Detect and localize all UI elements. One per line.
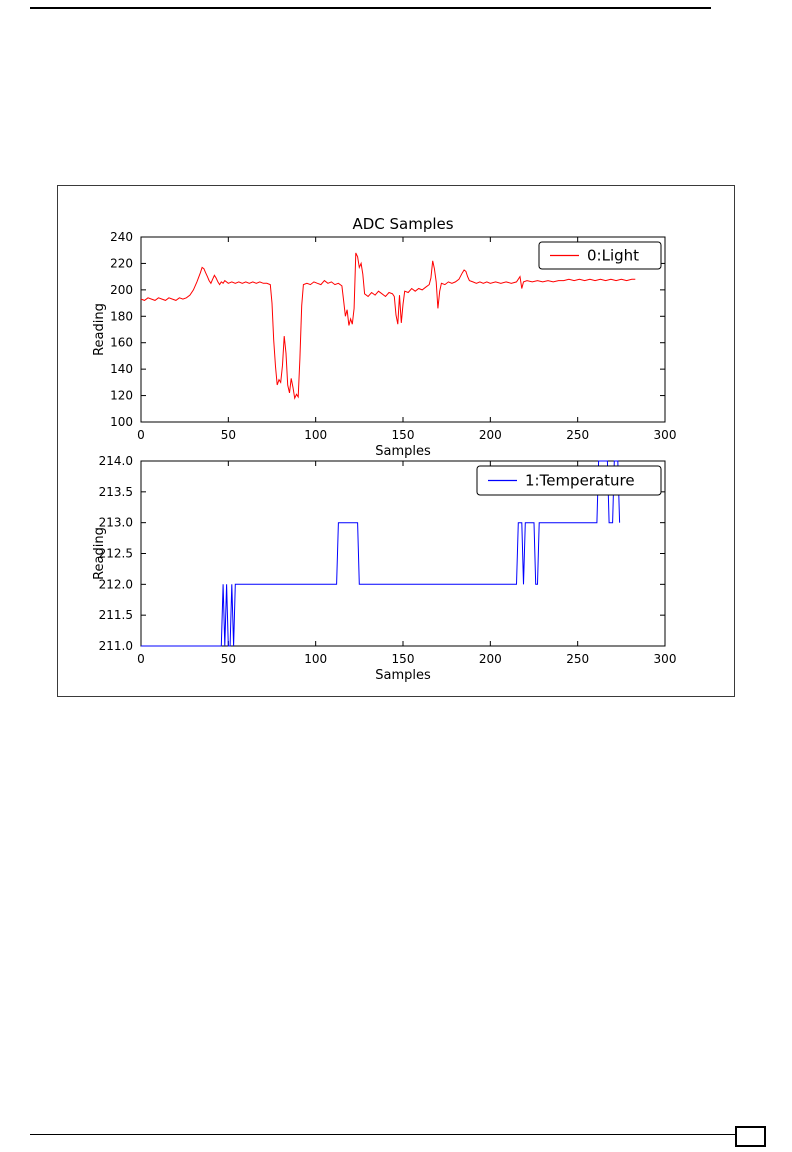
- y-tick-label: 212.0: [99, 577, 133, 591]
- y-axis-label: Reading: [92, 527, 107, 580]
- subplot-1: 0 50 100 150 200 250 300 211.0 211.5 212.0 212.5 21…: [92, 454, 676, 683]
- x-tick-label: 50: [221, 428, 236, 442]
- x-tick-label: 250: [566, 652, 589, 666]
- legend-box: [538, 241, 662, 270]
- y-tick-label: 200: [110, 283, 133, 297]
- axis-ticks: 0 50 100 150 200 250 300 211.0 211.5 212.0 212.5 21…: [99, 454, 677, 666]
- y-tick-label: 213.0: [99, 516, 133, 530]
- x-tick-label: 300: [654, 428, 677, 442]
- y-tick-label: 100: [110, 415, 133, 429]
- series-line-0-light: [140, 252, 636, 400]
- y-tick-label: 214.0: [99, 454, 133, 468]
- x-tick-label: 100: [304, 428, 327, 442]
- header-rule: [30, 7, 711, 9]
- y-axis-label: Reading: [92, 303, 107, 356]
- legend: 1:Temperature: [476, 465, 662, 496]
- y-tick-label: 211.5: [99, 608, 133, 622]
- legend-label: 1:Temperature: [525, 472, 635, 490]
- x-tick-label: 0: [137, 428, 145, 442]
- x-tick-label: 0: [137, 652, 145, 666]
- y-tick-label: 180: [110, 309, 133, 323]
- y-tick-label: 212.5: [99, 547, 133, 561]
- x-axis-label: Samples: [375, 444, 431, 459]
- legend-label: 0:Light: [587, 247, 639, 265]
- chart-title: ADC Samples: [352, 215, 453, 233]
- y-tick-label: 211.0: [99, 639, 133, 653]
- x-tick-label: 250: [566, 428, 589, 442]
- figure-frame: 0 50 100 150 200 250 300 100 120 140 160 180 200 220 2…: [57, 185, 735, 697]
- y-tick-label: 213.5: [99, 485, 133, 499]
- x-tick-label: 300: [654, 652, 677, 666]
- axis-ticks: 0 50 100 150 200 250 300 100 120 140 160 180 200 220 2…: [110, 230, 676, 442]
- x-tick-label: 200: [479, 652, 502, 666]
- x-tick-label: 150: [392, 428, 415, 442]
- x-tick-label: 100: [304, 652, 327, 666]
- y-tick-label: 160: [110, 336, 133, 350]
- y-tick-label: 140: [110, 362, 133, 376]
- y-tick-label: 220: [110, 256, 133, 270]
- y-tick-label: 240: [110, 230, 133, 244]
- legend: 0:Light: [538, 241, 662, 270]
- x-tick-label: 200: [479, 428, 502, 442]
- adc-samples-figure: 0 50 100 150 200 250 300 100 120 140 160 180 200 220 2…: [92, 215, 676, 683]
- page-number-box: [735, 1126, 766, 1147]
- footer-rule: [30, 1134, 740, 1135]
- subplot-0: 0 50 100 150 200 250 300 100 120 140 160 180 200 220 2…: [92, 215, 676, 459]
- series-line-1-temperature: [141, 460, 621, 647]
- legend-box: [476, 465, 662, 496]
- x-tick-label: 150: [392, 652, 415, 666]
- x-axis-label: Samples: [375, 668, 431, 683]
- x-tick-label: 50: [221, 652, 236, 666]
- y-tick-label: 120: [110, 389, 133, 403]
